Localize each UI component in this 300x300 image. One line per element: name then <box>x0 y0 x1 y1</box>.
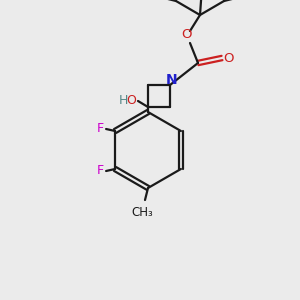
Text: CH₃: CH₃ <box>131 206 153 218</box>
Text: F: F <box>97 164 104 178</box>
Text: O: O <box>224 52 234 64</box>
Text: O: O <box>181 28 191 41</box>
Text: O: O <box>126 94 136 106</box>
Text: N: N <box>166 73 178 87</box>
Text: F: F <box>97 122 104 136</box>
Text: H: H <box>118 94 128 106</box>
